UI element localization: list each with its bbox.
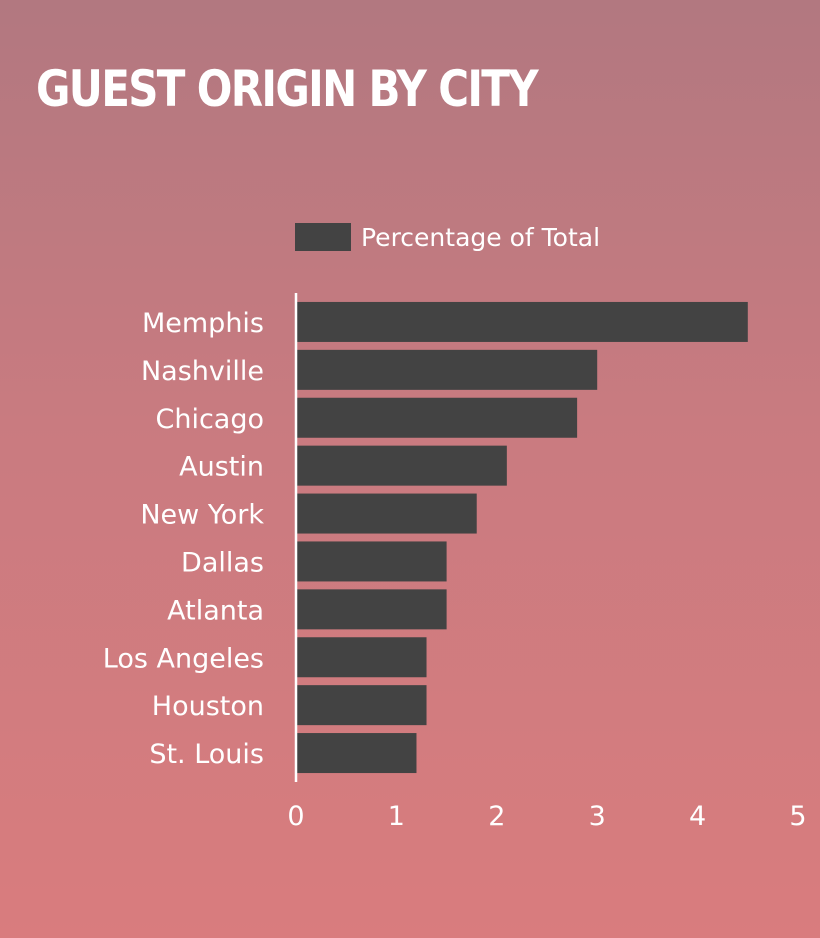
- chart-title: GUEST ORIGIN BY CITY: [36, 60, 539, 118]
- category-label: Houston: [152, 691, 264, 722]
- x-tick-label: 3: [589, 801, 606, 832]
- x-tick-label: 5: [789, 801, 806, 832]
- category-label: Memphis: [142, 308, 264, 339]
- bar-nashville: [297, 349, 598, 390]
- bar-houston: [297, 685, 427, 726]
- category-label: New York: [140, 500, 264, 531]
- legend-swatch: [295, 223, 351, 251]
- x-tick-label: 4: [689, 801, 706, 832]
- bar-los-angeles: [297, 637, 427, 678]
- x-tick-label: 0: [287, 801, 304, 832]
- bar-dallas: [297, 541, 447, 582]
- x-axis-ticks: 0 1 2 3 4 5: [287, 801, 806, 832]
- bars-group: [297, 301, 748, 774]
- category-label: St. Louis: [149, 739, 264, 770]
- legend: Percentage of Total: [295, 223, 600, 252]
- bar-memphis: [297, 301, 748, 342]
- category-labels: Memphis Nashville Chicago Austin New York Dal…: [103, 308, 265, 770]
- category-label: Chicago: [155, 404, 264, 435]
- category-label: Atlanta: [167, 595, 264, 626]
- bar-chicago: [297, 397, 578, 438]
- bar-atlanta: [297, 589, 447, 630]
- category-label: Nashville: [141, 356, 264, 387]
- x-tick-label: 2: [488, 801, 505, 832]
- category-label: Austin: [179, 452, 264, 483]
- bar-st-louis: [297, 733, 417, 774]
- category-label: Dallas: [181, 547, 264, 578]
- x-tick-label: 1: [388, 801, 405, 832]
- bar-new-york: [297, 493, 477, 534]
- legend-label: Percentage of Total: [361, 223, 600, 252]
- bar-austin: [297, 445, 507, 486]
- category-label: Los Angeles: [103, 643, 264, 674]
